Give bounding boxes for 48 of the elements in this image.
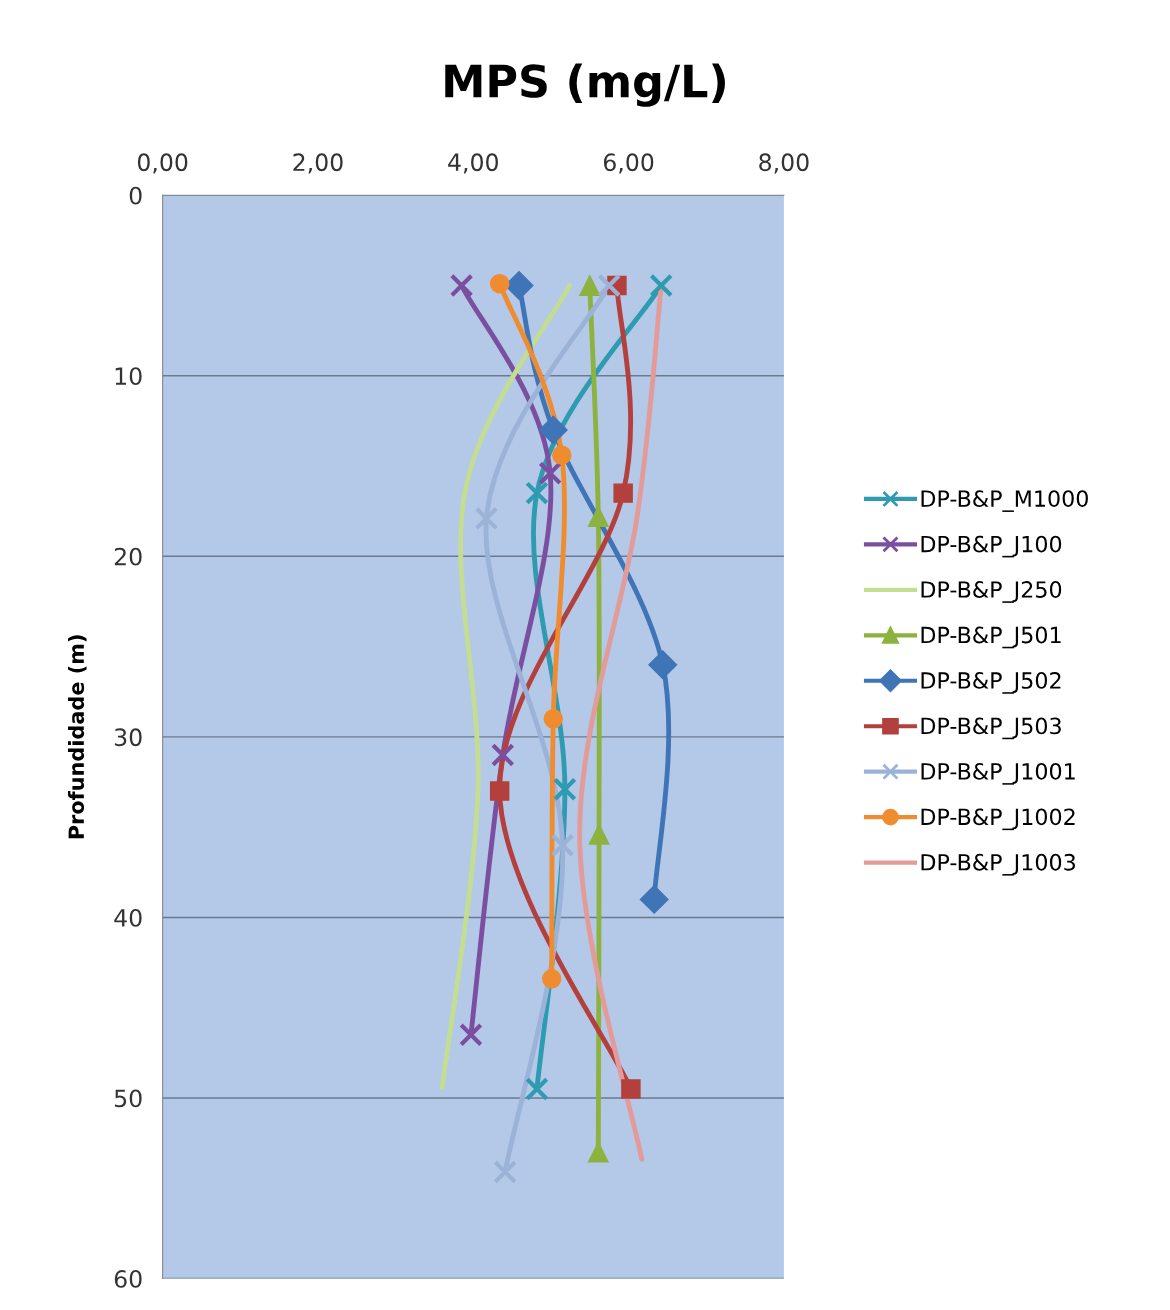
x-tick-label: 8,00 [759, 153, 809, 174]
point [621, 1079, 641, 1099]
point [525, 1077, 549, 1101]
point [541, 969, 562, 989]
x-tick-label: 6,00 [603, 153, 654, 174]
point [597, 273, 621, 298]
y-tick-label: 60 [114, 1270, 142, 1288]
x-tick-label: 4,00 [448, 153, 498, 174]
point [552, 445, 572, 465]
point [649, 273, 674, 298]
legend-label: DP-B&P_J501 [921, 626, 1061, 649]
point [459, 1022, 483, 1047]
point [538, 461, 562, 486]
y-axis-title: Profundidade (m) [67, 635, 87, 839]
point [449, 273, 474, 298]
point [490, 743, 515, 767]
x-tick-label: 0,00 [137, 153, 188, 174]
point [489, 781, 510, 801]
point [538, 415, 568, 445]
y-tick-label: 40 [114, 908, 142, 927]
point [553, 777, 577, 802]
chart-title: MPS (mg/L) [445, 63, 725, 107]
legend-label: DP-B&P_J1003 [921, 853, 1075, 876]
point [543, 709, 563, 729]
point [474, 506, 499, 531]
x-tick-label: 2,00 [293, 153, 343, 174]
y-tick-label: 0 [129, 186, 142, 205]
point [489, 273, 510, 294]
legend-label: DP-B&P_J100 [921, 535, 1062, 558]
y-tick-label: 50 [114, 1089, 142, 1108]
y-tick-label: 10 [115, 367, 142, 386]
y-tick-label: 20 [114, 547, 142, 566]
line-series [439, 283, 572, 1090]
point [613, 483, 633, 503]
point [579, 275, 601, 296]
legend-label: DP-B&P_J250 [921, 581, 1062, 603]
legend-label: DP-B&P_J1001 [921, 762, 1075, 785]
legend-label: DP-B&P_M1000 [921, 490, 1088, 512]
legend-label: DP-B&P_J503 [921, 717, 1061, 740]
point [639, 884, 669, 914]
legend-label: DP-B&P_J502 [921, 672, 1061, 694]
y-tick-label: 30 [114, 728, 142, 747]
legend-label: DP-B&P_J1002 [921, 808, 1075, 831]
point [550, 833, 575, 858]
point [648, 650, 678, 680]
point [587, 506, 609, 528]
point [493, 1160, 517, 1184]
point [525, 481, 549, 505]
